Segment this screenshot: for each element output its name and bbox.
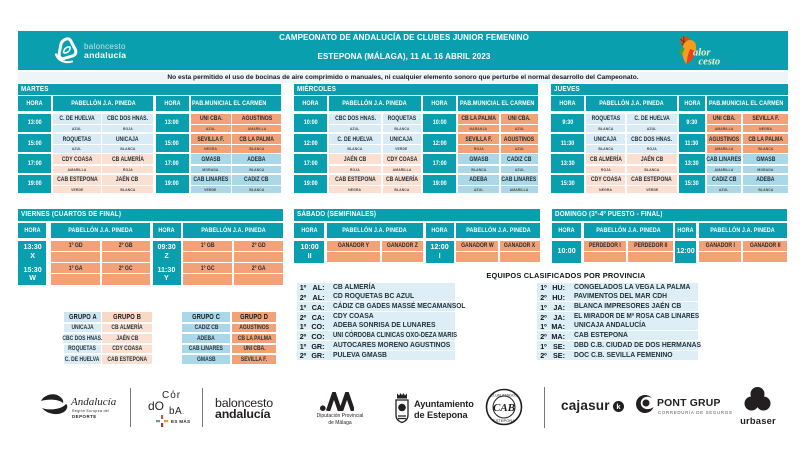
svg-text:k: k: [616, 402, 621, 411]
svg-text:CLUB AMIGOS: CLUB AMIGOS: [490, 393, 518, 398]
svg-text:cesto: cesto: [699, 57, 721, 67]
svg-text:CAB: CAB: [493, 402, 515, 414]
svg-text:ESTEPONA: ESTEPONA: [493, 418, 515, 423]
svg-text:alor: alor: [693, 48, 711, 59]
